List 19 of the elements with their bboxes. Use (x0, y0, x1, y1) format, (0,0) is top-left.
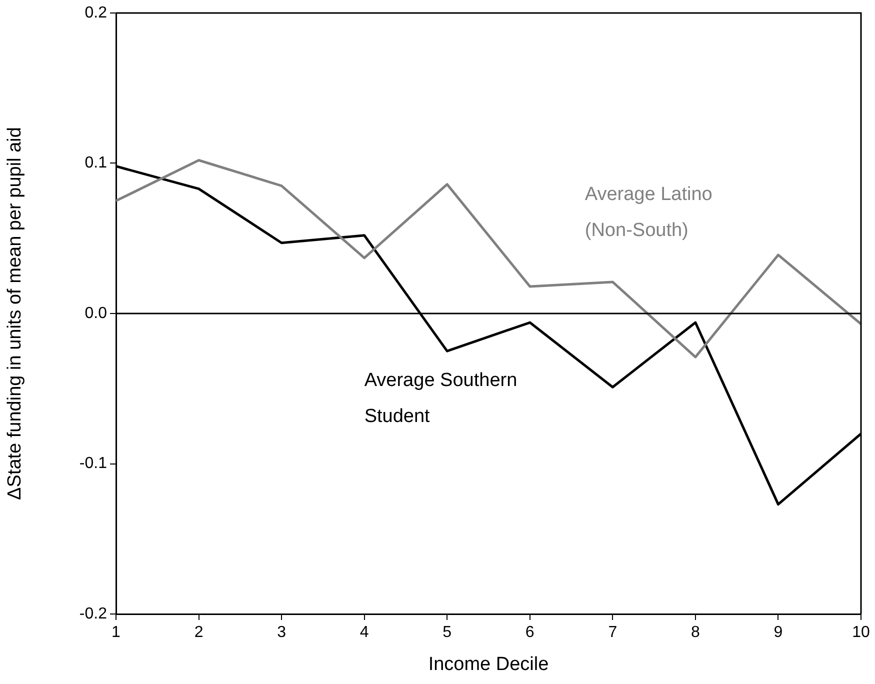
y-tick-label: 0.1 (84, 154, 108, 172)
x-tick-label: 1 (112, 624, 121, 642)
text: Average Latino (Non-South) (584, 184, 712, 242)
x-tick-label: 5 (442, 624, 452, 642)
x-tick-label: 4 (360, 624, 369, 642)
x-axis-title: Income Decile (428, 654, 549, 675)
y-tick-label: 0.2 (84, 4, 108, 22)
y-tick-label: -0.2 (79, 605, 108, 622)
x-tick-label: 10 (852, 624, 870, 642)
x-tick-label: 7 (608, 624, 618, 642)
x-tick-label: 8 (690, 624, 700, 642)
text: Average Southern Student (364, 370, 518, 428)
y-axis-title: ΔState funding in units of mean per pupil aid (4, 127, 26, 500)
y-tick-label: -0.1 (79, 455, 108, 472)
x-tick-label: 3 (277, 624, 286, 642)
x-tick-label: 2 (194, 624, 204, 642)
x-tick-label: 6 (525, 624, 534, 642)
x-tick-label: 9 (774, 624, 783, 642)
y-tick-label: 0.0 (84, 304, 108, 322)
